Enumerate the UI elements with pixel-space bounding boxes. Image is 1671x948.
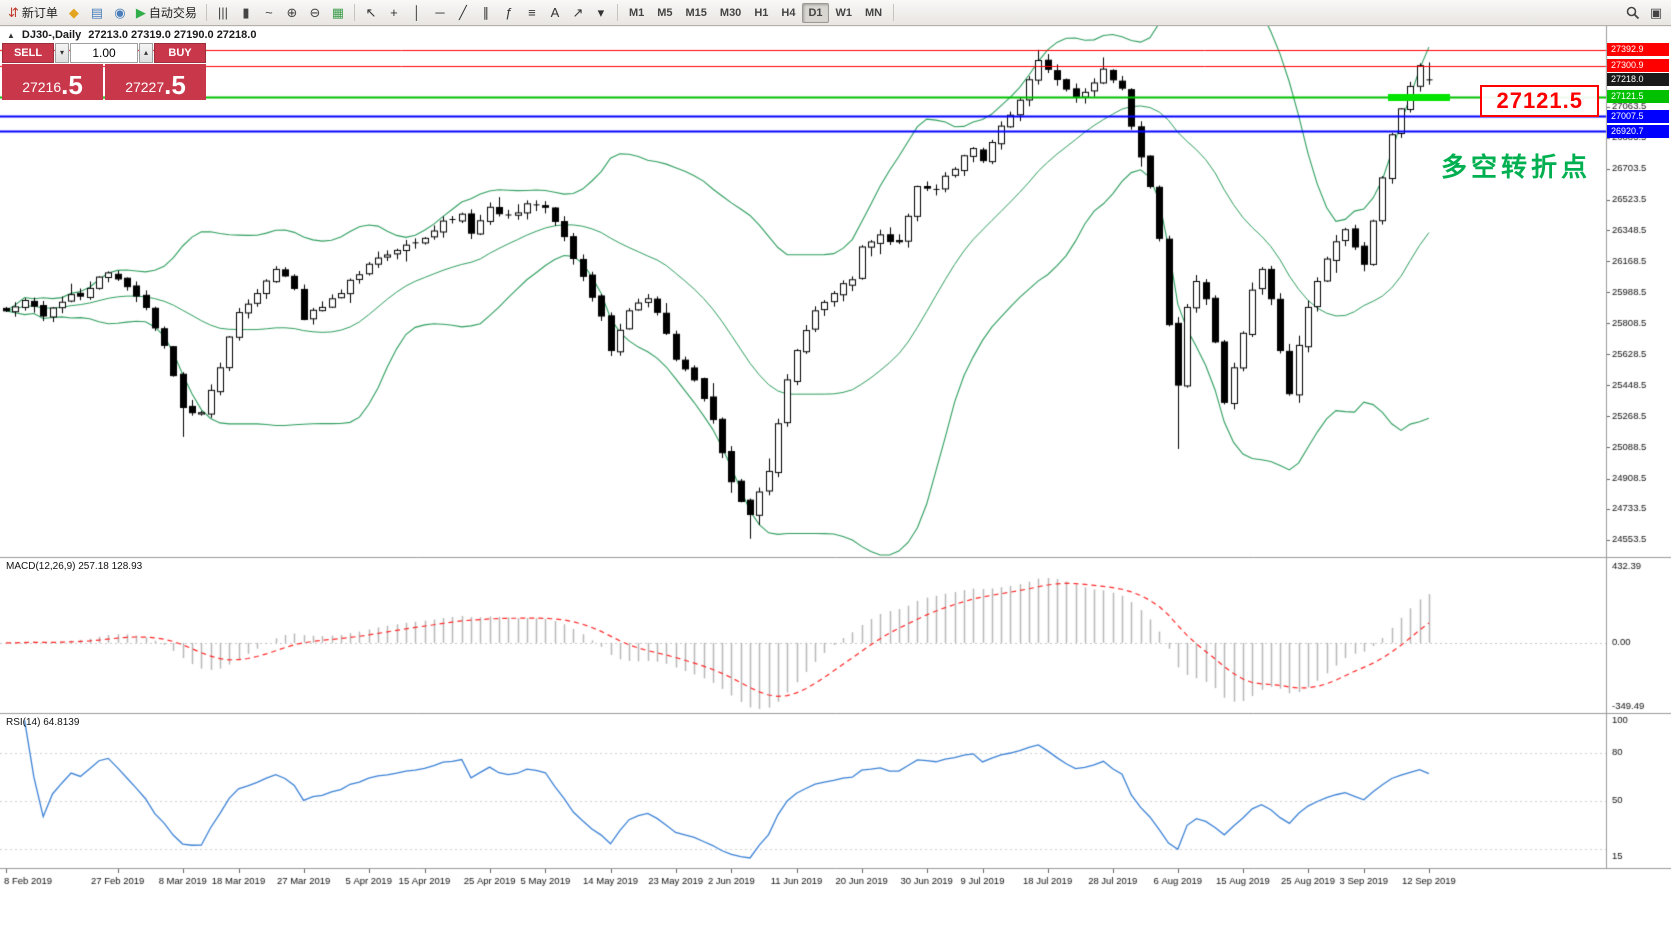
zoom-out-button[interactable]: ⊖ [304,2,326,24]
candle-chart-icon: ▮ [242,5,250,20]
profiles-icon: ◆ [68,5,79,20]
trendline-button[interactable]: ╱ [452,2,474,24]
toolbar: ⇵ 新订单 ◆ ▤ ◉ ▶ 自动交易 ||| ▮ ~ ⊕ ⊖ ▦ ↖ + │ ─ ╱ ∥ ƒ ≡ A ↗ ▾ M1 M5 M15 M3… [0,0,1671,26]
cursor-icon: ↖ [365,5,377,20]
arrows-tool-button[interactable]: ↗ [567,2,589,24]
timeframe-m5-button[interactable]: M5 [657,6,673,19]
horizontal-line-icon: ─ [435,5,445,20]
sell-price-fraction: .5 [61,69,83,100]
new-order-button-label: 新订单 [21,6,58,20]
timeframe-h4-button[interactable]: H4 [781,6,796,19]
crosshair-button[interactable]: + [383,2,405,24]
play-icon: ▶ [135,5,146,20]
hline-price-tag[interactable]: 27300.9 [1607,59,1669,73]
toolbar-separator [353,4,355,21]
buy-price-fraction: .5 [164,69,186,100]
line-chart-icon: ~ [265,5,273,20]
arrows-tool-icon: ↗ [572,5,584,20]
timeframe-w1-button[interactable]: W1 [835,6,853,19]
tile-windows-button[interactable]: ▦ [327,2,349,24]
volume-input[interactable] [70,43,138,63]
chevron-down-icon: ▾ [597,5,605,20]
buy-price-main: 27227 [125,79,165,95]
timeframe-mn-button[interactable]: MN [865,6,883,19]
new-order-button[interactable]: ⇵ 新订单 [4,2,62,24]
buy-button[interactable]: BUY [154,43,206,63]
tile-windows-icon: ▦ [331,5,345,20]
text-tool-button[interactable]: A [544,2,566,24]
market-watch-icon: ▤ [90,5,104,20]
zoom-in-button[interactable]: ⊕ [281,2,303,24]
macd-indicator-label: MACD(12,26,9) 257.18 128.93 [6,561,143,572]
autotrading-button-label: 自动交易 [148,6,197,20]
shapes-button[interactable]: ≡ [521,2,543,24]
bar-chart-icon: ||| [217,5,228,20]
timeframe-d1-button[interactable]: D1 [802,2,829,23]
toolbar-separator [893,4,895,21]
data-window-icon: ◉ [114,5,126,20]
horizontal-line-button[interactable]: ─ [429,2,451,24]
sell-price-main: 27216 [22,79,62,95]
magnifier-icon [1626,6,1640,19]
current-price-tag[interactable]: 27218.0 [1607,73,1669,87]
market-watch-button[interactable]: ▤ [86,2,108,24]
new-order-icon: ⇵ [8,5,19,20]
timeframe-m30-button[interactable]: M30 [719,6,742,19]
ohlc-values: 27213.0 27319.0 27190.0 27218.0 [88,29,257,41]
hline-price-tag[interactable]: 27007.5 [1607,109,1669,123]
hline-price-tag[interactable]: 27121.5 [1607,90,1669,104]
vertical-line-icon: │ [412,5,421,20]
trendline-icon: ╱ [459,5,467,20]
rsi-indicator-label: RSI(14) 64.8139 [6,717,80,728]
autotrading-button[interactable]: ▶ 自动交易 [132,2,201,24]
fibonacci-button[interactable]: ƒ [498,2,520,24]
shapes-icon: ≡ [528,5,536,20]
one-click-trading-panel: SELL ▾ ▴ BUY 27216.5 27227.5 [2,43,206,100]
hline-price-tag[interactable]: 26920.7 [1607,124,1669,138]
turning-point-label[interactable]: 多空转折点 [1440,152,1591,182]
chart-layout-button[interactable]: ▣ [1645,2,1667,24]
sell-button[interactable]: SELL [2,43,54,63]
zoom-out-icon: ⊖ [309,5,321,20]
line-chart-button[interactable]: ~ [258,2,280,24]
volume-up-button[interactable]: ▴ [139,43,153,63]
search-button[interactable] [1622,2,1644,24]
candle-chart-button[interactable]: ▮ [235,2,257,24]
data-window-button[interactable]: ◉ [109,2,131,24]
toolbar-separator [616,4,618,21]
timeframe-h1-button[interactable]: H1 [754,6,769,19]
one-click-toggle-icon[interactable]: ▲ [7,30,15,40]
layout-icon: ▣ [1649,5,1663,20]
bar-chart-button[interactable]: ||| [212,2,234,24]
buy-price-display[interactable]: 27227.5 [105,64,206,100]
cursor-button[interactable]: ↖ [360,2,382,24]
toolbar-separator [205,4,207,21]
channel-button[interactable]: ∥ [475,2,497,24]
symbol-info-line: ▲ DJ30-,Daily 27213.0 27319.0 27190.0 27… [7,29,256,41]
vertical-line-button[interactable]: │ [406,2,428,24]
timeframe-m15-button[interactable]: M15 [685,6,707,19]
symbol-period-label: DJ30-,Daily [21,29,82,41]
timeframe-m1-button[interactable]: M1 [628,6,645,19]
text-tool-icon: A [550,5,560,20]
objects-more-button[interactable]: ▾ [590,2,612,24]
zoom-in-icon: ⊕ [286,5,298,20]
volume-down-button[interactable]: ▾ [55,43,69,63]
channel-icon: ∥ [482,5,490,20]
sell-price-display[interactable]: 27216.5 [2,64,103,100]
hline-price-tag[interactable]: 27392.9 [1607,43,1669,57]
profiles-button[interactable]: ◆ [63,2,85,24]
price-annotation-box[interactable]: 27121.5 [1480,85,1599,117]
crosshair-icon: + [390,5,398,20]
fibonacci-icon: ƒ [505,5,513,20]
